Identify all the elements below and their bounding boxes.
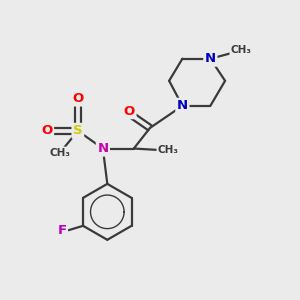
Text: F: F [57,224,66,237]
Text: CH₃: CH₃ [50,148,71,158]
Text: O: O [72,92,83,105]
Text: N: N [97,142,109,155]
Text: O: O [124,105,135,118]
Text: N: N [177,99,188,112]
Text: S: S [73,124,83,137]
Text: CH₃: CH₃ [158,145,179,155]
Text: CH₃: CH₃ [231,46,252,56]
Text: N: N [205,52,216,65]
Text: O: O [41,124,52,137]
